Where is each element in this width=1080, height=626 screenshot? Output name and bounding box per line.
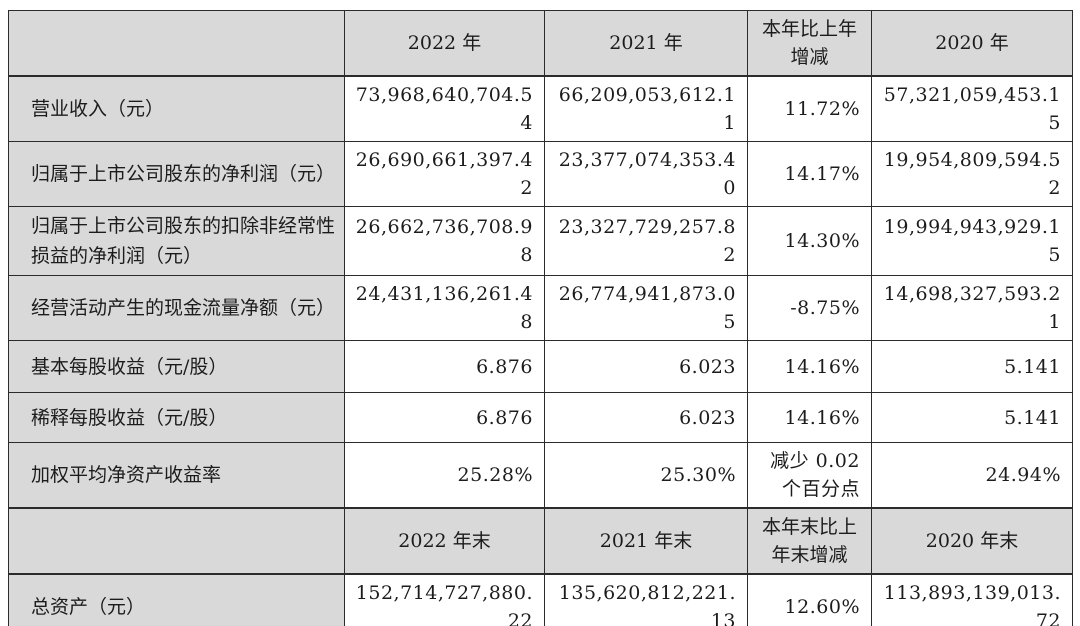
table-header-row-year-end: 2022 年末 2021 年末 本年末比上年末增减 2020 年末 — [8, 507, 1073, 575]
header-cell-year-end-change: 本年末比上年末增减 — [747, 507, 872, 575]
row-label: 归属于上市公司股东的净利润（元） — [8, 141, 345, 207]
table-row-net-profit-deducted: 归属于上市公司股东的扣除非经常性损益的净利润（元） 26,662,736,708… — [8, 206, 1073, 276]
row-label: 归属于上市公司股东的扣除非经常性损益的净利润（元） — [8, 206, 345, 276]
value-change: 14.16% — [747, 340, 872, 393]
value-2022: 73,968,640,704.54 — [344, 75, 545, 142]
value-2020: 24.94% — [871, 442, 1073, 509]
value-2020: 14,698,327,593.21 — [871, 275, 1073, 341]
value-2022: 24,431,136,261.48 — [344, 275, 545, 341]
header-cell-2022: 2022 年 — [344, 10, 545, 77]
header-cell-2020: 2020 年 — [871, 10, 1073, 77]
value-2021: 23,327,729,257.82 — [544, 206, 748, 276]
table-row-revenue: 营业收入（元） 73,968,640,704.54 66,209,053,612… — [8, 75, 1073, 142]
row-label: 稀释每股收益（元/股） — [8, 392, 345, 443]
header-cell-2021: 2021 年 — [544, 10, 748, 77]
financial-summary-table: 2022 年 2021 年 本年比上年增减 2020 年 营业收入（元） 73,… — [8, 10, 1073, 626]
row-label: 经营活动产生的现金流量净额（元） — [8, 275, 345, 341]
table-row-net-profit: 归属于上市公司股东的净利润（元） 26,690,661,397.42 23,37… — [8, 141, 1073, 207]
value-2021: 135,620,812,221.13 — [544, 573, 748, 626]
table-row-basic-eps: 基本每股收益（元/股） 6.876 6.023 14.16% 5.141 — [8, 340, 1073, 393]
value-2021: 25.30% — [544, 442, 748, 509]
header-cell-yoy-change: 本年比上年增减 — [747, 10, 872, 77]
value-change: 11.72% — [747, 75, 872, 142]
value-2020: 57,321,059,453.15 — [871, 75, 1073, 142]
value-2021: 23,377,074,353.40 — [544, 141, 748, 207]
value-change: 减少 0.02 个百分点 — [747, 442, 872, 509]
table-header-row-annual: 2022 年 2021 年 本年比上年增减 2020 年 — [8, 10, 1073, 77]
value-2020: 19,994,943,929.15 — [871, 206, 1073, 276]
table-row-weighted-avg-roe: 加权平均净资产收益率 25.28% 25.30% 减少 0.02 个百分点 24… — [8, 442, 1073, 509]
header-cell-empty — [8, 507, 345, 575]
value-2022: 6.876 — [344, 392, 545, 443]
value-change: 14.30% — [747, 206, 872, 276]
header-cell-2021-end: 2021 年末 — [544, 507, 748, 575]
value-change: -8.75% — [747, 275, 872, 341]
value-2021: 6.023 — [544, 392, 748, 443]
value-change: 14.17% — [747, 141, 872, 207]
value-2020: 19,954,809,594.52 — [871, 141, 1073, 207]
value-2022: 6.876 — [344, 340, 545, 393]
value-2021: 6.023 — [544, 340, 748, 393]
value-2020: 5.141 — [871, 392, 1073, 443]
value-change: 14.16% — [747, 392, 872, 443]
row-label: 基本每股收益（元/股） — [8, 340, 345, 393]
table-row-operating-cash-flow: 经营活动产生的现金流量净额（元） 24,431,136,261.48 26,77… — [8, 275, 1073, 341]
value-2022: 26,690,661,397.42 — [344, 141, 545, 207]
value-2020: 113,893,139,013.72 — [871, 573, 1073, 626]
table-row-total-assets: 总资产（元） 152,714,727,880.22 135,620,812,22… — [8, 573, 1073, 626]
header-cell-2020-end: 2020 年末 — [871, 507, 1073, 575]
value-2022: 26,662,736,708.98 — [344, 206, 545, 276]
row-label: 总资产（元） — [8, 573, 345, 626]
row-label: 加权平均净资产收益率 — [8, 442, 345, 509]
value-2021: 26,774,941,873.05 — [544, 275, 748, 341]
header-cell-2022-end: 2022 年末 — [344, 507, 545, 575]
table-row-diluted-eps: 稀释每股收益（元/股） 6.876 6.023 14.16% 5.141 — [8, 392, 1073, 443]
value-2022: 25.28% — [344, 442, 545, 509]
header-cell-empty — [8, 10, 345, 77]
value-2021: 66,209,053,612.11 — [544, 75, 748, 142]
value-2020: 5.141 — [871, 340, 1073, 393]
value-2022: 152,714,727,880.22 — [344, 573, 545, 626]
row-label: 营业收入（元） — [8, 75, 345, 142]
value-change: 12.60% — [747, 573, 872, 626]
